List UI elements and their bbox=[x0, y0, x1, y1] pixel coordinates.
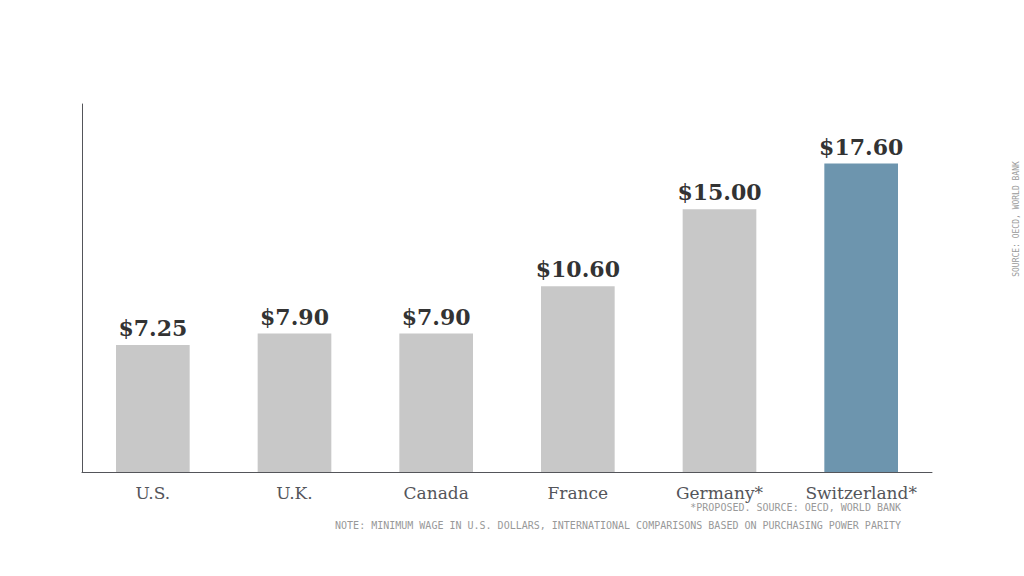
svg-text:U.S.: U.S. bbox=[136, 483, 171, 503]
svg-text:U.K.: U.K. bbox=[276, 483, 312, 503]
svg-text:Germany*: Germany* bbox=[676, 483, 764, 503]
svg-text:SOURCE: OECD, WORLD BANK: SOURCE: OECD, WORLD BANK bbox=[1012, 161, 1021, 277]
svg-text:*PROPOSED. SOURCE: OECD, WORLD: *PROPOSED. SOURCE: OECD, WORLD BANK bbox=[690, 502, 901, 513]
svg-text:NOTE: MINIMUM WAGE IN U.S. DOL: NOTE: MINIMUM WAGE IN U.S. DOLLARS, INTE… bbox=[335, 520, 901, 531]
svg-text:$7.90: $7.90 bbox=[402, 304, 471, 330]
svg-text:$7.25: $7.25 bbox=[118, 315, 187, 341]
svg-text:$10.60: $10.60 bbox=[536, 256, 620, 282]
svg-text:$17.60: $17.60 bbox=[819, 134, 903, 160]
svg-text:$15.00: $15.00 bbox=[677, 179, 761, 205]
svg-text:Switzerland*: Switzerland* bbox=[805, 483, 917, 503]
svg-text:$7.90: $7.90 bbox=[260, 304, 329, 330]
svg-text:Canada: Canada bbox=[404, 483, 469, 503]
svg-text:France: France bbox=[548, 483, 609, 503]
